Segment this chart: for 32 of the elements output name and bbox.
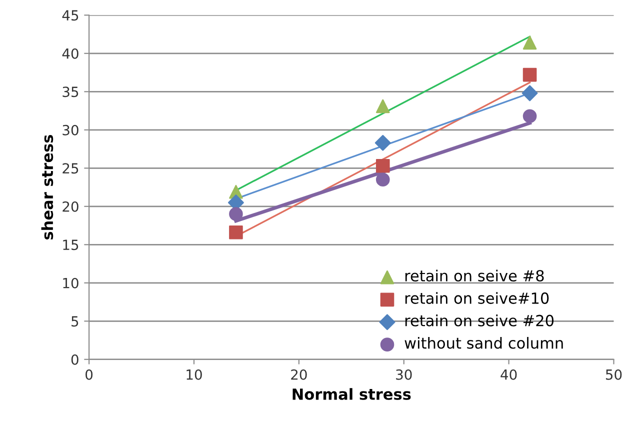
point — [522, 109, 537, 124]
x-tick-label: 20 — [291, 369, 307, 380]
y-tick-label: 15 — [63, 240, 78, 250]
point — [376, 99, 390, 114]
legend-label: retain on seive#10 — [405, 292, 549, 304]
point — [522, 85, 538, 102]
y-tick-label: 35 — [62, 86, 78, 98]
y-tick-label: 10 — [63, 278, 78, 288]
x-axis-title: Normal stress — [292, 388, 411, 400]
y-tick-label: 45 — [62, 10, 78, 21]
x-tick-label: 40 — [500, 369, 517, 380]
point — [376, 172, 390, 187]
y-axis-title: shear stress — [41, 135, 54, 240]
x-tick-label: 50 — [606, 369, 622, 380]
point — [376, 158, 390, 173]
point — [229, 207, 243, 221]
x-tick-label: 30 — [396, 369, 412, 380]
y-tick-label: 30 — [62, 124, 78, 136]
y-tick-label: 0 — [71, 354, 78, 365]
point — [229, 226, 243, 240]
point — [522, 36, 537, 50]
y-tick-label: 25 — [62, 163, 78, 174]
y-tick-label: 40 — [62, 48, 78, 59]
point — [374, 134, 391, 151]
y-tick-label: 5 — [72, 316, 78, 327]
legend-label: retain on seive #20 — [405, 314, 554, 326]
legend-label: without sand column — [404, 336, 563, 349]
point — [522, 68, 537, 82]
y-tick-label: 20 — [62, 201, 78, 212]
x-tick-label: 10 — [186, 369, 202, 380]
x-tick-label: 0 — [86, 369, 93, 380]
legend-label: retain on seive #8 — [405, 270, 544, 282]
